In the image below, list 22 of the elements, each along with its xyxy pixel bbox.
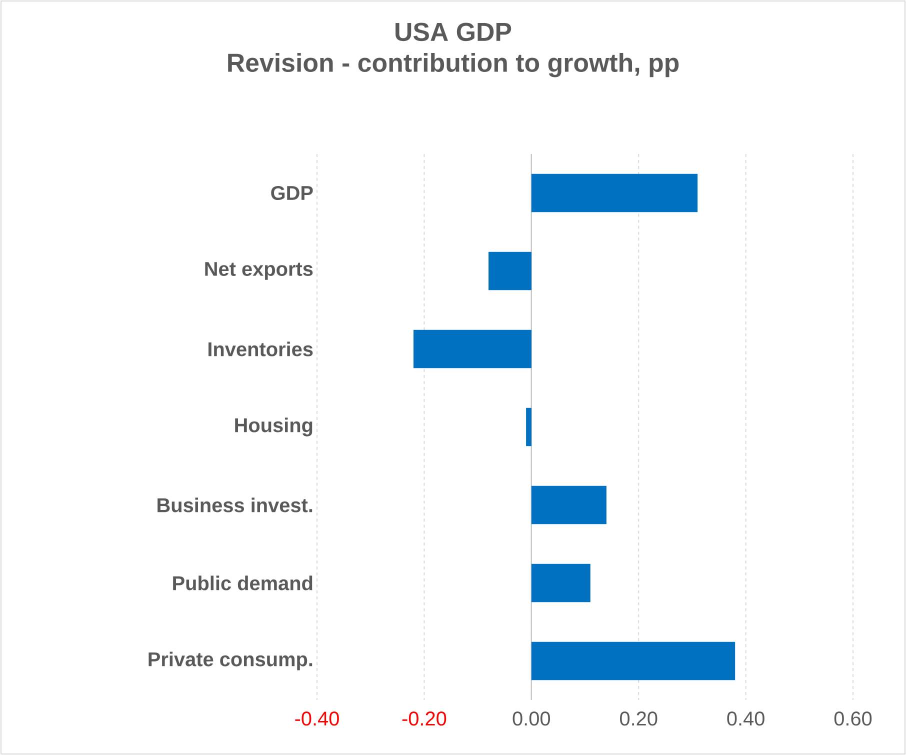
x-tick-label: -0.40 [295, 712, 339, 726]
chart-subtitle: Revision - contribution to growth, pp [228, 52, 679, 78]
bar [531, 486, 606, 524]
bar [413, 330, 532, 368]
bar [531, 174, 698, 212]
y-tick-label: GDP [271, 186, 313, 200]
x-tick-label: -0.20 [402, 712, 446, 726]
y-tick-label: Business invest. [158, 498, 312, 512]
y-tick-label: Housing [235, 418, 312, 436]
bar [488, 252, 532, 290]
x-tick-label: 0.40 [727, 712, 764, 726]
bar [526, 408, 532, 446]
chart-title: USA GDP [396, 22, 512, 42]
x-tick-label: 0.60 [834, 712, 872, 726]
x-tick-label: 0.20 [620, 712, 658, 726]
bar [531, 642, 736, 680]
bar [531, 564, 590, 602]
x-tick-label: 0.00 [512, 712, 550, 726]
y-tick-label: Private consump. [148, 652, 312, 670]
y-tick-label: Inventories [208, 342, 313, 356]
y-tick-label: Public demand [173, 576, 312, 590]
y-tick-label: Net exports [205, 262, 313, 280]
